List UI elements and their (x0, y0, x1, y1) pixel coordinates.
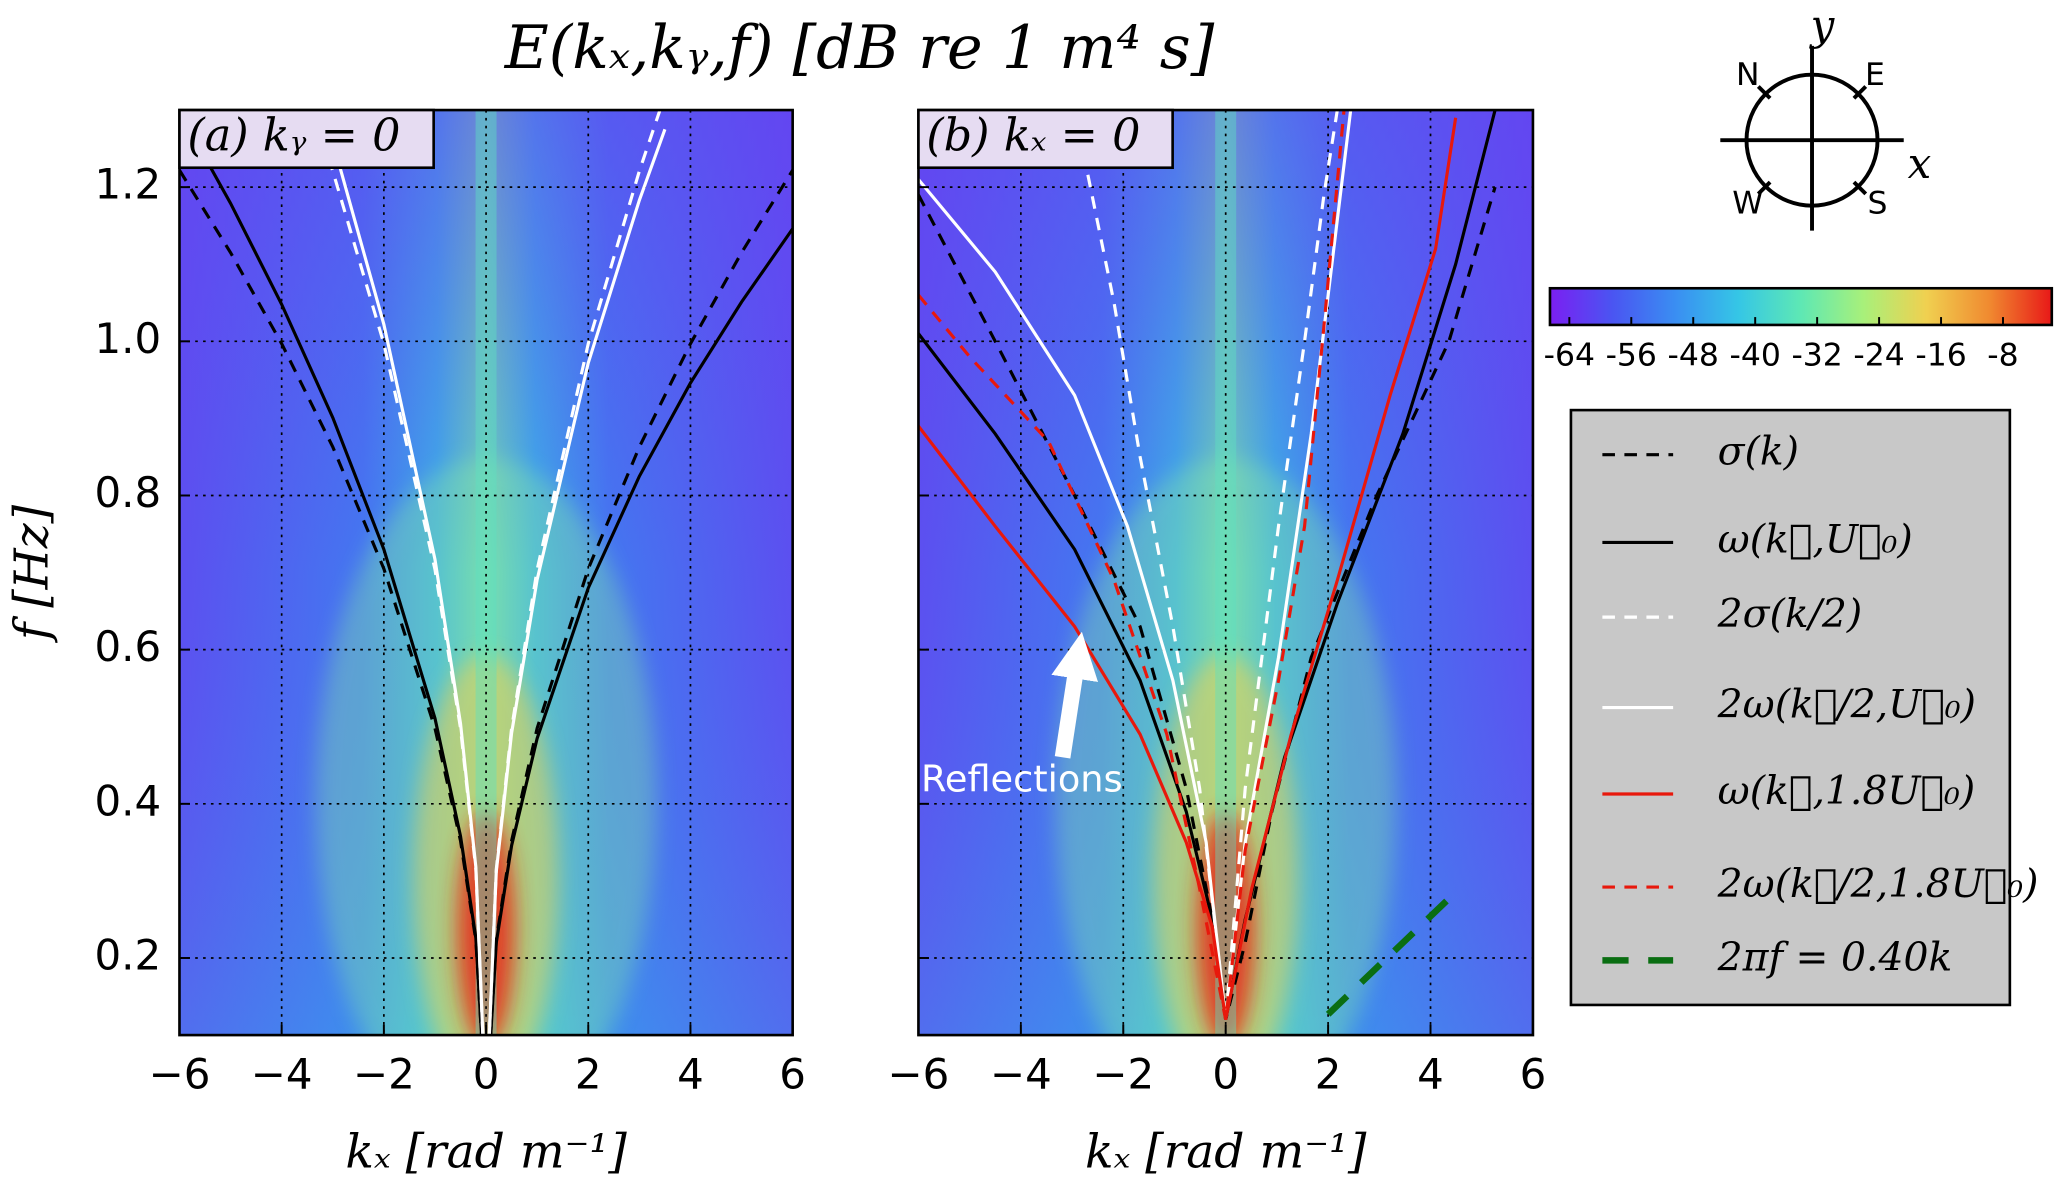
x-tick-label: −4 (990, 1050, 1052, 1099)
y-tick-label: 0.8 (94, 468, 161, 517)
colorbar-tick-label: -8 (1987, 337, 2018, 373)
panel-label: (a) kᵧ = 0 (187, 109, 400, 161)
panel-label-box (178, 108, 435, 170)
x-tick-label: 2 (1315, 1050, 1342, 1099)
compass-label: S (1868, 185, 1888, 221)
data-line (918, 110, 1353, 1020)
legend-label: ω(k⃗,U⃗₀) (1718, 517, 1913, 562)
y-tick-label: 0.2 (94, 930, 161, 979)
legend-label: σ(k) (1718, 430, 1799, 475)
colorbar-tick-label: -64 (1544, 337, 1595, 373)
figure-title: E(kₓ,kᵧ,f) [dB re 1 m⁴ s] (504, 13, 1215, 83)
x-tick-label: −6 (888, 1050, 950, 1099)
legend-label: ω(k⃗,1.8U⃗₀) (1718, 769, 1976, 814)
x-tick-label: 6 (779, 1050, 806, 1099)
compass-label: x (1908, 139, 1932, 188)
x-tick-label: 4 (677, 1050, 704, 1099)
x-tick-label: −2 (353, 1050, 415, 1099)
panel-label-box (917, 108, 1174, 170)
x-tick-label: 4 (1417, 1050, 1444, 1099)
compass-tick (1756, 180, 1772, 196)
annotation-arrow (1051, 631, 1099, 759)
data-line (918, 110, 1346, 1020)
heatmap-peak (457, 812, 515, 1036)
y-tick-label: 1.2 (94, 160, 161, 209)
compass-label: y (1809, 0, 1836, 49)
data-line (310, 110, 662, 1036)
x-axis-label: kₓ [rad m⁻¹] (345, 1125, 627, 1180)
legend-label: 2ω(k⃗/2,U⃗₀) (1717, 683, 1976, 728)
plot-area (918, 110, 1533, 1036)
heatmap-strip (1215, 110, 1237, 1036)
legend-label: 2ω(k⃗/2,1.8U⃗₀) (1717, 862, 2039, 907)
legend-label: 2σ(k/2) (1717, 592, 1863, 637)
x-tick-label: 0 (1212, 1050, 1239, 1099)
compass-label: W (1732, 185, 1763, 221)
y-tick-label: 0.6 (94, 622, 161, 671)
colorbar-tick-label: -32 (1791, 337, 1842, 373)
colorbar-tick-label: -48 (1668, 337, 1719, 373)
data-line (1073, 110, 1339, 1020)
colorbar-tick-label: -16 (1915, 337, 1966, 373)
compass-label: N (1736, 57, 1760, 93)
data-line (179, 110, 793, 1036)
x-tick-label: 6 (1520, 1050, 1547, 1099)
x-tick-label: −6 (149, 1050, 211, 1099)
heatmap-peak (1196, 812, 1255, 1036)
x-tick-label: −2 (1092, 1050, 1154, 1099)
x-tick-label: −4 (251, 1050, 313, 1099)
plot-area (179, 110, 793, 1036)
x-tick-label: 2 (575, 1050, 602, 1099)
compass-tick (1852, 85, 1868, 100)
compass-tick (1756, 85, 1772, 100)
data-line (1325, 889, 1459, 1017)
colorbar (1548, 286, 2054, 327)
x-axis-label: kₓ [rad m⁻¹] (1085, 1125, 1367, 1180)
y-axis-label: f [Hz] (4, 504, 59, 643)
annotation: Reflections (921, 757, 1123, 800)
data-line (321, 110, 667, 1036)
compass (1720, 45, 1904, 231)
compass-tick (1852, 180, 1868, 196)
x-tick-label: 0 (473, 1050, 500, 1099)
y-tick-label: 1.0 (94, 314, 161, 363)
colorbar-tick-label: -40 (1730, 337, 1781, 373)
colorbar-tick-label: -24 (1853, 337, 1904, 373)
colorbar-tick-label: -56 (1606, 337, 1657, 373)
legend-label: 2πf = 0.40k (1717, 935, 1953, 980)
compass-label: E (1865, 57, 1885, 93)
y-tick-label: 0.4 (94, 776, 161, 825)
panel-label: (b) kₓ = 0 (926, 109, 1140, 161)
